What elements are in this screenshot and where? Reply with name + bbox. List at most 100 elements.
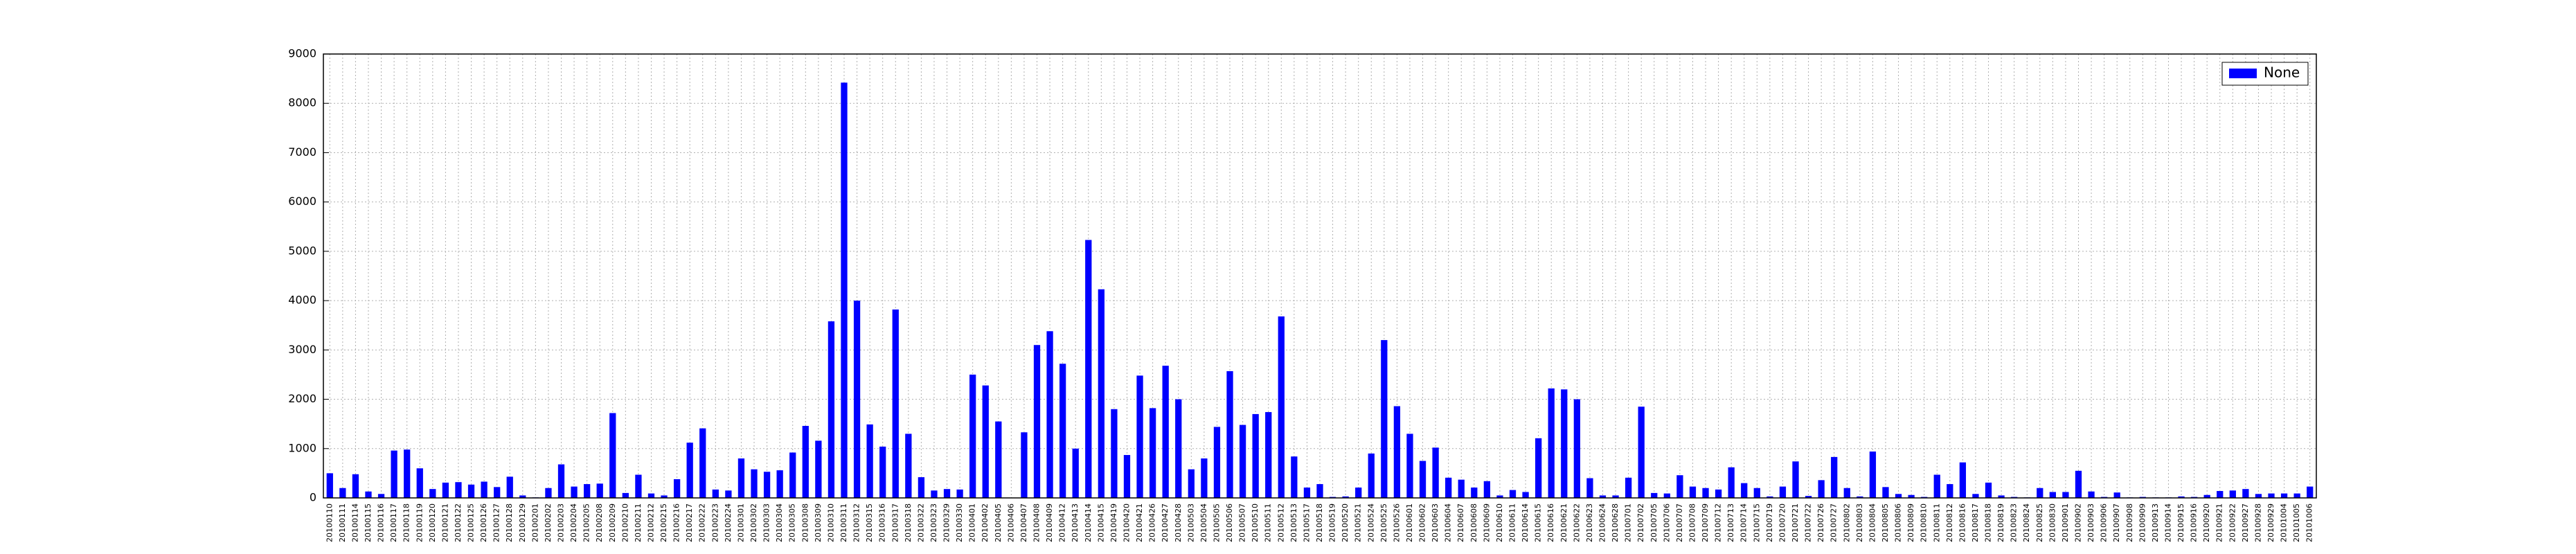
- bar: [1342, 496, 1349, 498]
- bar: [1715, 489, 1722, 498]
- bar: [1393, 406, 1401, 498]
- bar: [1766, 496, 1773, 498]
- bar: [1972, 494, 1979, 498]
- y-tick-label: 7000: [288, 145, 316, 159]
- bar: [789, 452, 796, 498]
- x-tick-label: 20100301: [736, 503, 745, 542]
- bar: [1998, 495, 2005, 498]
- x-tick-label: 20100308: [800, 503, 810, 542]
- x-tick-label: 20100310: [826, 503, 835, 542]
- x-tick-label: 20100415: [1096, 503, 1105, 542]
- bar: [1509, 490, 1517, 498]
- y-tick-label: 1000: [288, 441, 316, 454]
- x-tick-label: 20100217: [685, 503, 694, 542]
- x-tick-label: 20100701: [1624, 503, 1633, 542]
- x-tick-label: 20100524: [1366, 503, 1375, 542]
- x-tick-label: 20100128: [505, 503, 514, 542]
- x-tick-label: 20101006: [2305, 503, 2314, 542]
- x-tick-label: 20100210: [620, 503, 629, 542]
- y-tick-label: 5000: [288, 244, 316, 257]
- x-tick-label: 20100317: [891, 503, 900, 542]
- x-tick-label: 20100622: [1572, 503, 1581, 542]
- bar: [1355, 488, 1362, 498]
- bar: [1098, 289, 1104, 498]
- x-tick-label: 20100610: [1495, 503, 1504, 542]
- x-tick-label: 20100921: [2215, 503, 2224, 542]
- x-tick-label: 20100623: [1585, 503, 1594, 542]
- bar: [776, 470, 783, 498]
- bar: [1933, 474, 1940, 498]
- bar: [1162, 366, 1169, 498]
- bar: [1239, 425, 1246, 498]
- bar: [737, 458, 745, 498]
- bar: [1959, 462, 1967, 498]
- bar: [2280, 493, 2288, 498]
- plot-frame: [323, 53, 2317, 499]
- x-tick-label: 20100215: [659, 503, 668, 542]
- x-tick-label: 20100726: [1816, 503, 1825, 542]
- x-tick-label: 20100727: [1830, 503, 1839, 542]
- x-tick-label: 20100607: [1456, 503, 1465, 542]
- bar: [1265, 412, 1272, 498]
- x-tick-label: 20100205: [582, 503, 591, 542]
- x-tick-label: 20100609: [1482, 503, 1491, 542]
- bar: [673, 479, 681, 498]
- x-tick-label: 20100601: [1405, 503, 1414, 542]
- bar: [1818, 480, 1825, 498]
- x-tick-label: 20100209: [608, 503, 617, 542]
- bar: [1522, 492, 1529, 498]
- x-tick-label: 20100511: [1264, 503, 1273, 542]
- bar: [352, 474, 359, 498]
- bar: [956, 489, 963, 498]
- x-tick-label: 20100305: [788, 503, 797, 542]
- x-tick-label: 20100426: [1148, 503, 1157, 542]
- x-tick-label: 20100412: [1058, 503, 1067, 542]
- x-tick-label: 20100809: [1906, 503, 1915, 542]
- x-tick-label: 20100517: [1302, 503, 1311, 542]
- x-tick-label: 20100414: [1084, 503, 1093, 542]
- bar: [1432, 447, 1439, 498]
- x-tick-label: 20100303: [762, 503, 771, 542]
- bar: [1458, 479, 1465, 498]
- x-tick-label: 20100402: [981, 503, 990, 542]
- bar: [1663, 493, 1670, 498]
- x-tick-label: 20100111: [338, 503, 347, 542]
- bar: [1753, 488, 1760, 498]
- x-tick-label: 20100311: [839, 503, 848, 542]
- x-tick-label: 20100505: [1212, 503, 1221, 542]
- x-tick-label: 20100806: [1894, 503, 1903, 542]
- bar: [545, 488, 552, 498]
- x-tick-label: 20100413: [1071, 503, 1080, 542]
- bar: [2242, 489, 2249, 498]
- x-tick-label: 20100707: [1675, 503, 1684, 542]
- x-tick-label: 20100122: [454, 503, 463, 542]
- bar: [1548, 388, 1555, 498]
- bar: [1303, 488, 1311, 498]
- x-tick-label: 20100810: [1920, 503, 1929, 542]
- bar: [494, 487, 501, 498]
- bar: [519, 495, 526, 498]
- x-tick-label: 20100915: [2176, 503, 2185, 542]
- x-tick-label: 20100720: [1778, 503, 1787, 542]
- x-tick-label: 20100906: [2100, 503, 2109, 542]
- x-tick-label: 20100126: [479, 503, 488, 542]
- x-tick-label: 20100208: [595, 503, 604, 542]
- bar: [943, 489, 951, 498]
- x-tick-label: 20100818: [1984, 503, 1993, 542]
- bar: [1599, 495, 1607, 498]
- bar: [391, 450, 397, 498]
- bar: [1561, 389, 1568, 498]
- bar: [1033, 345, 1041, 498]
- x-tick-label: 20100316: [878, 503, 887, 542]
- x-tick-label: 20100811: [1932, 503, 1941, 542]
- bar: [1136, 375, 1143, 498]
- bar: [1316, 484, 1323, 498]
- bar: [1586, 478, 1593, 498]
- bar: [557, 464, 565, 498]
- legend-label: None: [2264, 64, 2300, 81]
- bar: [1406, 434, 1413, 498]
- x-tick-label: 20100512: [1276, 503, 1285, 542]
- bar: [583, 484, 591, 498]
- x-tick-label: 20100519: [1328, 503, 1337, 542]
